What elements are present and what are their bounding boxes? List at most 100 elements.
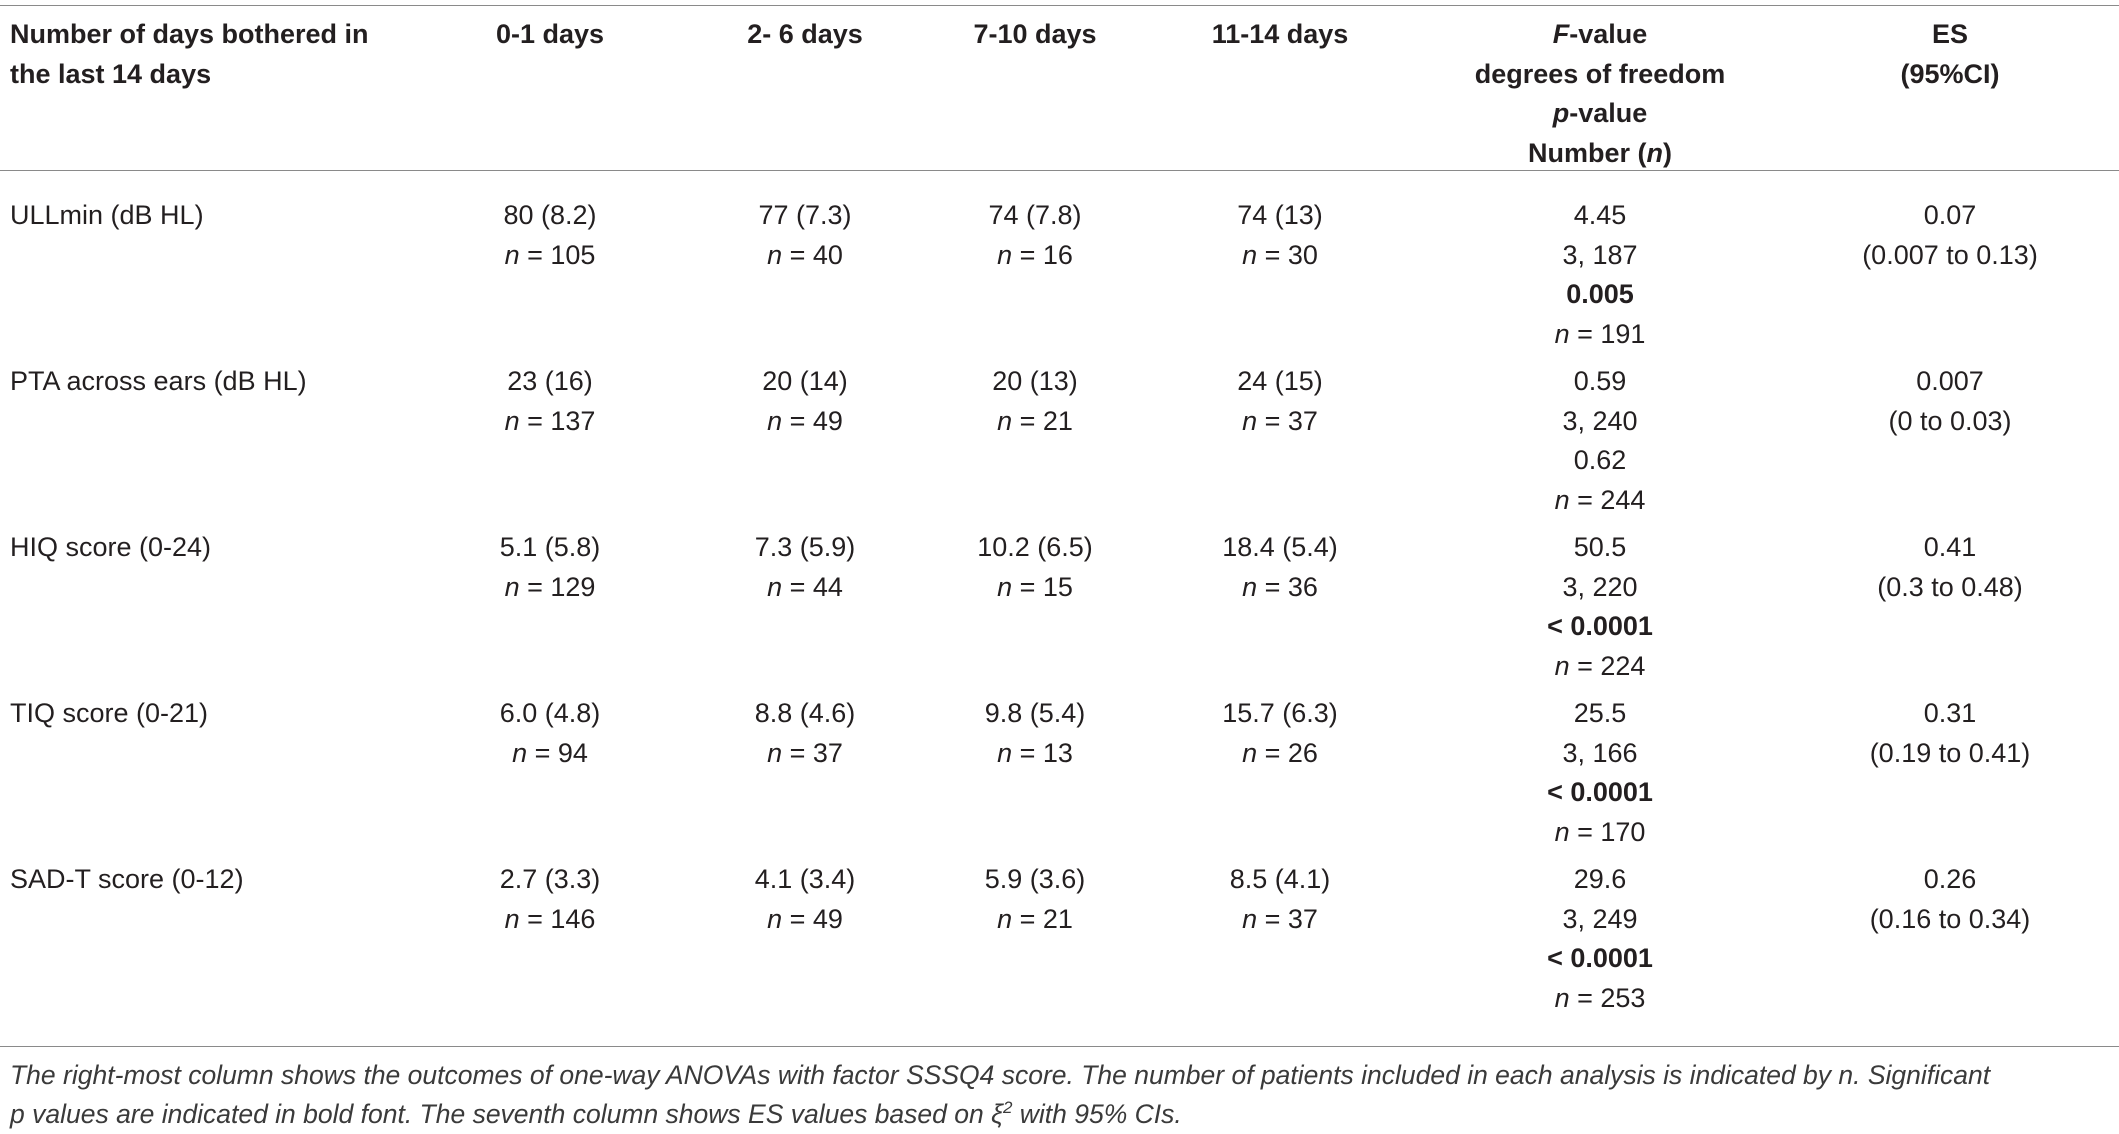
f-value: 4.45 [1573,200,1627,230]
n-symbol: n [1554,318,1570,349]
cell-mean-sd: 7.3 (5.9) [754,532,856,562]
cell-2-6-days: 8.8 (4.6) n = 37 [690,694,920,773]
cell-0-1-days: 5.1 (5.8) n = 129 [440,528,660,607]
cell-mean-sd: 74 (13) [1237,200,1323,230]
cell-effect-size: 0.07 (0.007 to 0.13) [1800,196,2100,275]
cell-7-10-days: 9.8 (5.4) n = 13 [930,694,1140,773]
n-count: n = 26 [1170,734,1390,774]
es-value: 0.41 [1923,532,1977,562]
n-equals: = [782,405,813,436]
n-count: n = 40 [690,236,920,276]
n-count: n = 170 [1420,813,1780,853]
row-label-text: TIQ score (0-21) [10,698,209,728]
cell-0-1-days: 6.0 (4.8) n = 94 [440,694,660,773]
n-value: 40 [812,239,843,270]
n-value: 15 [1042,571,1073,602]
p-value: 0.005 [1566,279,1634,309]
n-value: 21 [1042,903,1073,934]
cell-mean-sd: 15.7 (6.3) [1222,698,1338,728]
n-count: n = 129 [440,568,660,608]
n-symbol: n [1554,816,1570,847]
n-equals: = [1012,737,1043,768]
n-value: 49 [812,903,843,934]
row-label: ULLmin (dB HL) [10,196,430,236]
n-count: n = 191 [1420,315,1780,355]
es-ci: (0.16 to 0.34) [1869,903,2031,934]
p-value: < 0.0001 [1547,943,1653,973]
degrees-of-freedom: 3, 249 [1562,903,1638,934]
n-symbol: n [767,239,783,270]
n-count: n = 49 [690,900,920,940]
n-count: n = 21 [930,402,1140,442]
header-statistics: F-value degrees of freedom p-value Numbe… [1474,19,1726,168]
n-equals: = [519,239,551,270]
cell-11-14-days: 24 (15) n = 37 [1170,362,1390,441]
f-value: 29.6 [1573,864,1627,894]
n-value: 137 [550,405,596,436]
n-equals: = [1012,903,1043,934]
cell-2-6-days: 20 (14) n = 49 [690,362,920,441]
cell-mean-sd: 9.8 (5.4) [984,698,1086,728]
row-label-text: PTA across ears (dB HL) [10,366,307,396]
cell-2-6-days: 77 (7.3) n = 40 [690,196,920,275]
cell-11-14-days: 18.4 (5.4) n = 36 [1170,528,1390,607]
cell-mean-sd: 8.5 (4.1) [1229,864,1331,894]
cell-mean-sd: 74 (7.8) [988,200,1082,230]
cell-mean-sd: 5.9 (3.6) [984,864,1086,894]
n-equals: = [1257,239,1288,270]
cell-mean-sd: 4.1 (3.4) [754,864,856,894]
n-count: n = 244 [1420,481,1780,521]
n-symbol: n [1242,405,1258,436]
n-symbol: n [512,737,528,768]
n-equals: = [1012,239,1043,270]
n-count: n = 253 [1420,979,1780,1019]
n-value: 21 [1042,405,1073,436]
n-value: 170 [1600,816,1646,847]
n-symbol: n [504,405,520,436]
cell-mean-sd: 2.7 (3.3) [499,864,601,894]
n-count: n = 44 [690,568,920,608]
n-symbol: n [767,903,783,934]
cell-statistics: 29.6 3, 249 < 0.0001 n = 253 [1420,860,1780,1018]
n-count: n = 37 [1170,900,1390,940]
row-label-text: SAD-T score (0-12) [10,864,244,894]
n-count: n = 49 [690,402,920,442]
n-symbol: n [767,737,783,768]
n-symbol: n [997,737,1013,768]
n-symbol: n [1242,737,1258,768]
n-equals: = [1569,650,1601,681]
p-value: 0.62 [1573,445,1627,475]
cell-2-6-days: 4.1 (3.4) n = 49 [690,860,920,939]
cell-mean-sd: 24 (15) [1237,366,1323,396]
cell-mean-sd: 77 (7.3) [758,200,852,230]
n-equals: = [1257,737,1288,768]
n-symbol: n [997,903,1013,934]
cell-7-10-days: 74 (7.8) n = 16 [930,196,1140,275]
n-equals: = [1012,405,1043,436]
n-count: n = 16 [930,236,1140,276]
n-count: n = 137 [440,402,660,442]
cell-effect-size: 0.41 (0.3 to 0.48) [1800,528,2100,607]
row-label-text: ULLmin (dB HL) [10,200,204,230]
cell-mean-sd: 5.1 (5.8) [499,532,601,562]
n-value: 224 [1600,650,1646,681]
n-value: 129 [550,571,596,602]
n-value: 146 [550,903,596,934]
n-value: 37 [812,737,843,768]
n-count: n = 146 [440,900,660,940]
n-value: 36 [1287,571,1318,602]
n-equals: = [782,737,813,768]
n-value: 30 [1287,239,1318,270]
n-equals: = [519,405,551,436]
n-value: 44 [812,571,843,602]
n-value: 49 [812,405,843,436]
n-value: 105 [550,239,596,270]
n-value: 253 [1600,982,1646,1013]
n-count: n = 21 [930,900,1140,940]
n-value: 13 [1042,737,1073,768]
header-0-1-days: 0-1 days [495,19,605,49]
cell-0-1-days: 23 (16) n = 137 [440,362,660,441]
header-2-6-days: 2- 6 days [747,19,863,49]
n-count: n = 94 [440,734,660,774]
